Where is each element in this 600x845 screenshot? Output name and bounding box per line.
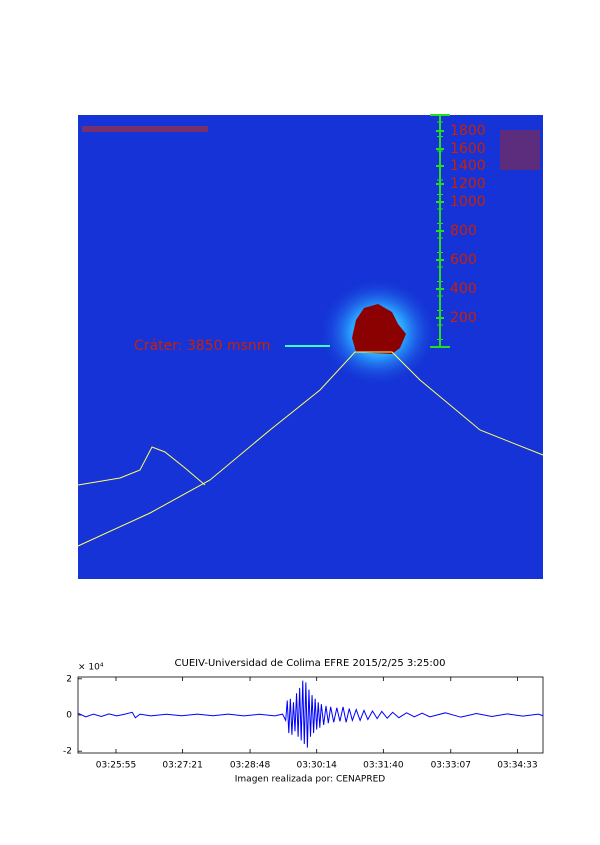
scale-label: 1000 — [450, 194, 486, 210]
x-tick-label: 03:31:40 — [363, 761, 404, 771]
x-tick-label: 03:28:48 — [230, 761, 271, 771]
x-tick-label: 03:33:07 — [431, 761, 471, 771]
x-tick-label: 03:25:55 — [96, 761, 136, 771]
scale-label: 200 — [450, 310, 477, 326]
waveform — [77, 680, 544, 748]
y-tick-label: 0 — [66, 711, 72, 721]
scale-label: 1400 — [450, 158, 486, 174]
scale-label: 800 — [450, 223, 477, 239]
y-scale-label: × 10⁴ — [78, 663, 104, 673]
crater-hotspot — [352, 304, 406, 354]
image-noise — [82, 126, 208, 132]
scale-label: 1800 — [450, 123, 486, 139]
scale-label: 1200 — [450, 176, 486, 192]
thermal-image: Cráter: 3850 msnm — [77, 114, 544, 579]
y-tick-label: -2 — [63, 747, 72, 757]
x-axis-label: Imagen realizada por: CENAPRED — [235, 775, 386, 785]
scale-label: 400 — [450, 281, 477, 297]
x-tick-label: 03:30:14 — [296, 761, 337, 771]
image-logo — [500, 130, 540, 170]
chart-title: CUEIV-Universidad de Colima EFRE 2015/2/… — [175, 658, 446, 669]
y-tick-label: 2 — [66, 674, 72, 684]
scale-label: 600 — [450, 252, 477, 268]
volcano-profile — [77, 351, 544, 547]
crater-label: Cráter: 3850 msnm — [134, 338, 270, 354]
x-tick-label: 03:27:21 — [162, 761, 202, 771]
scale-label: 1600 — [450, 141, 486, 157]
x-tick-label: 03:34:33 — [497, 761, 537, 771]
ridge-profile — [77, 446, 206, 486]
